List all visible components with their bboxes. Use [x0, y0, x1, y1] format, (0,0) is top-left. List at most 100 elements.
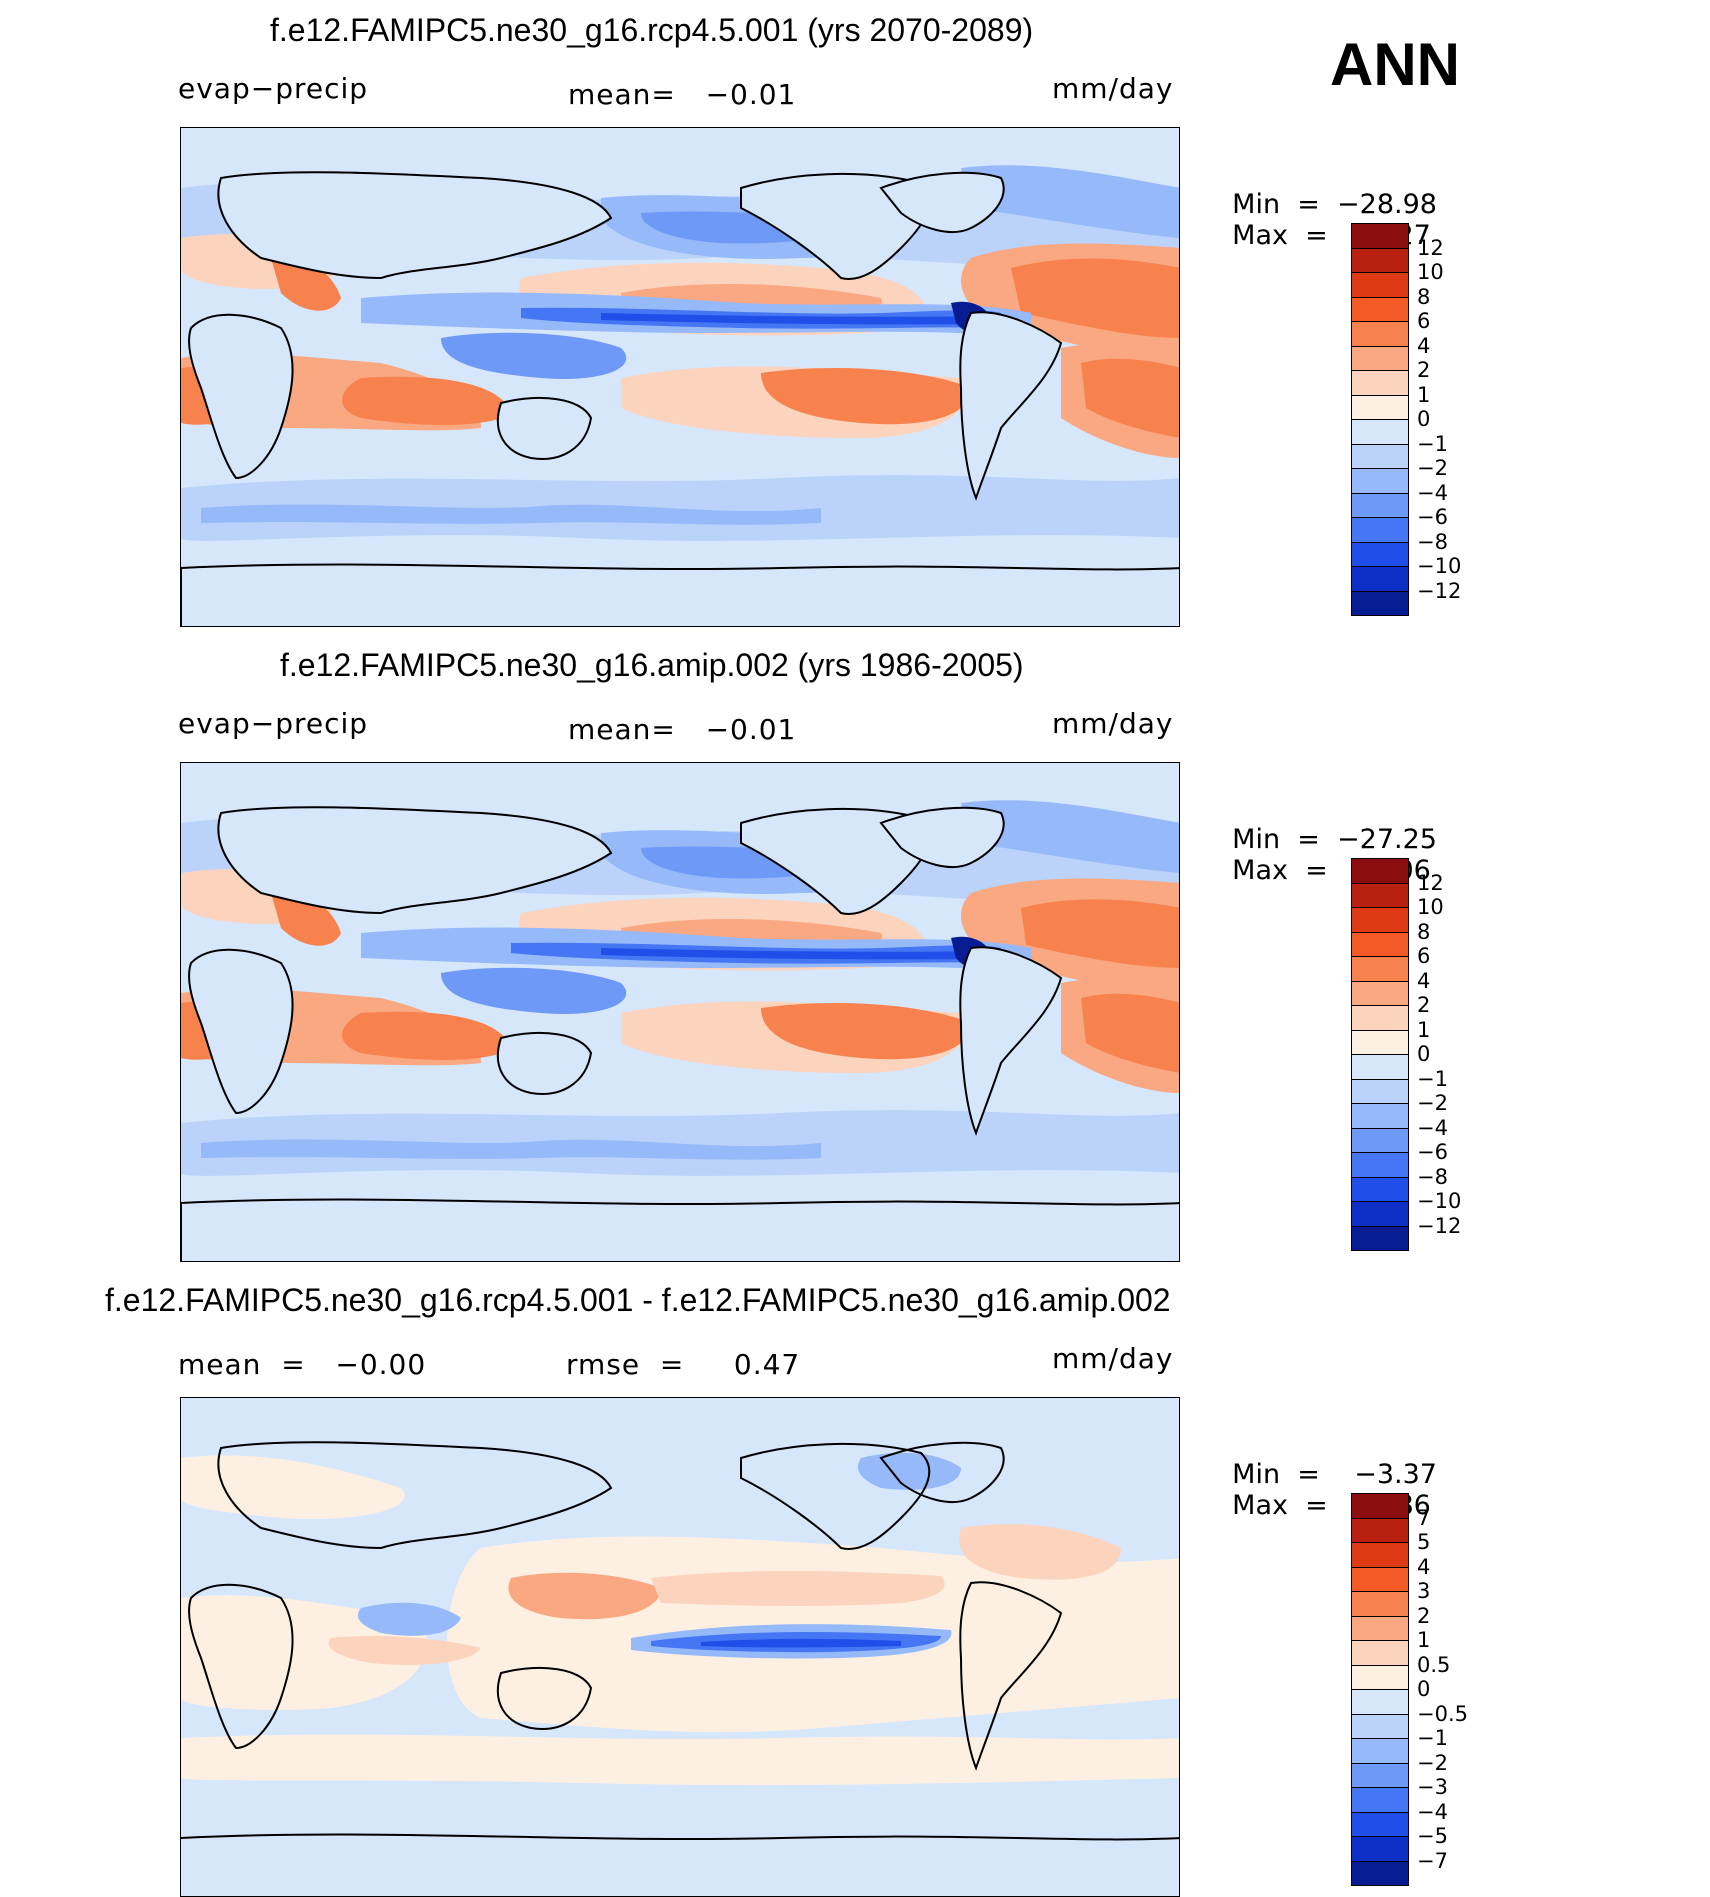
colorbar-tick-label: −10 — [1417, 554, 1462, 578]
colorbar-swatch — [1351, 1640, 1409, 1666]
colorbar-swatch — [1351, 1078, 1409, 1104]
colorbar-swatch — [1351, 1103, 1409, 1129]
colorbar-swatch — [1351, 1152, 1409, 1178]
colorbar-swatch — [1351, 541, 1409, 567]
colorbar-swatch — [1351, 907, 1409, 933]
colorbar-tick-label: −0.5 — [1417, 1701, 1468, 1726]
panel-2-map — [180, 762, 1180, 1262]
panel-3-rmse-label: rmse = 0.47 — [566, 1348, 801, 1381]
colorbar-tick-label: 6 — [1417, 309, 1431, 333]
colorbar-swatch — [1351, 1029, 1409, 1055]
colorbar-tick-label: 12 — [1417, 235, 1444, 260]
colorbar-swatch — [1351, 1787, 1409, 1813]
panel-3-map-svg — [181, 1398, 1179, 1896]
colorbar-swatch — [1351, 1591, 1409, 1617]
colorbar-tick-label: −10 — [1417, 1189, 1462, 1213]
colorbar-tick-label: 2 — [1417, 1603, 1431, 1628]
panel-1-variable-label: evap−precip — [178, 72, 369, 105]
colorbar-swatch — [1351, 492, 1409, 518]
colorbar-tick-label: −8 — [1417, 1164, 1448, 1189]
colorbar-swatch — [1351, 590, 1409, 616]
colorbar-swatch — [1351, 1176, 1409, 1202]
panel-3-min: Min = −3.37 — [1232, 1459, 1437, 1490]
colorbar-swatch — [1351, 517, 1409, 543]
colorbar-tick-label: 4 — [1417, 1554, 1431, 1579]
colorbar-tick-label: 10 — [1417, 895, 1444, 919]
colorbar-tick-label: 1 — [1417, 1017, 1431, 1042]
panel-2-units-label: mm/day — [1052, 707, 1174, 740]
panel-2-mean-label: mean= −0.01 — [568, 713, 797, 746]
panel-2-title: f.e12.FAMIPC5.ne30_g16.amip.002 (yrs 198… — [280, 647, 1024, 683]
colorbar-swatch — [1351, 1762, 1409, 1788]
colorbar-tick-label: −2 — [1417, 456, 1448, 480]
panel-1-colorbar: 12 10 8 6 4 2 1 0 −1 −2 −4 −6 −8 −10 −12 — [1351, 223, 1551, 623]
colorbar-swatch — [1351, 272, 1409, 298]
colorbar-tick-label: 5 — [1417, 1530, 1431, 1554]
colorbar-tick-label: −12 — [1417, 1213, 1462, 1238]
colorbar-swatch — [1351, 1127, 1409, 1153]
colorbar-swatch — [1351, 858, 1409, 884]
panel-1-title: f.e12.FAMIPC5.ne30_g16.rcp4.5.001 (yrs 2… — [270, 12, 1034, 48]
colorbar-tick-label: −1 — [1417, 1066, 1448, 1091]
season-label: ANN — [1330, 31, 1460, 98]
colorbar-swatch — [1351, 980, 1409, 1006]
colorbar-swatch — [1351, 1811, 1409, 1837]
colorbar-swatch — [1351, 1615, 1409, 1641]
panel-2-variable-label: evap−precip — [178, 707, 369, 740]
colorbar-swatch — [1351, 345, 1409, 371]
colorbar-swatch — [1351, 1713, 1409, 1739]
colorbar-tick-label: −5 — [1417, 1824, 1448, 1848]
colorbar-tick-label: −1 — [1417, 431, 1448, 456]
panel-3-colorbar: 7 5 4 3 2 1 0.5 0 −0.5 −1 −2 −3 −4 −5 −7 — [1351, 1493, 1551, 1893]
colorbar-swatch — [1351, 247, 1409, 273]
colorbar-tick-label: −3 — [1417, 1775, 1448, 1799]
colorbar-tick-label: −4 — [1417, 1115, 1448, 1140]
colorbar-swatch — [1351, 1860, 1409, 1886]
colorbar-swatch — [1351, 1566, 1409, 1592]
colorbar-swatch — [1351, 1664, 1409, 1690]
colorbar-swatch — [1351, 566, 1409, 592]
colorbar-tick-label: 3 — [1417, 1579, 1431, 1603]
panel-3-map — [180, 1397, 1180, 1897]
colorbar-tick-label: −12 — [1417, 578, 1462, 603]
panel-2-map-svg — [181, 763, 1179, 1261]
panel-3-title: f.e12.FAMIPC5.ne30_g16.rcp4.5.001 - f.e1… — [105, 1282, 1171, 1318]
colorbar-tick-label: 2 — [1417, 993, 1431, 1017]
colorbar-tick-label: 4 — [1417, 968, 1431, 993]
colorbar-tick-label: −4 — [1417, 1799, 1448, 1824]
colorbar-tick-label: −7 — [1417, 1848, 1448, 1873]
colorbar-swatch — [1351, 882, 1409, 908]
colorbar-tick-label: 0 — [1417, 1677, 1431, 1701]
colorbar-swatch — [1351, 931, 1409, 957]
colorbar-tick-label: 7 — [1417, 1505, 1431, 1530]
colorbar-tick-label: −6 — [1417, 1140, 1448, 1164]
colorbar-swatch — [1351, 1836, 1409, 1862]
colorbar-swatch — [1351, 468, 1409, 494]
colorbar-swatch — [1351, 1738, 1409, 1764]
colorbar-tick-label: 1 — [1417, 1628, 1431, 1652]
colorbar-tick-label: −2 — [1417, 1750, 1448, 1775]
colorbar-tick-label: 0 — [1417, 407, 1431, 431]
panel-2-min: Min = −27.25 — [1232, 824, 1437, 855]
panel-1-map — [180, 127, 1180, 627]
colorbar-swatch — [1351, 1054, 1409, 1080]
panel-3-mean-label: mean = −0.00 — [178, 1348, 427, 1381]
panel-1-mean-label: mean= −0.01 — [568, 78, 797, 111]
colorbar-tick-label: 8 — [1417, 284, 1431, 309]
colorbar-tick-label: 1 — [1417, 382, 1431, 407]
panel-3-units-label: mm/day — [1052, 1342, 1174, 1375]
colorbar-swatch — [1351, 370, 1409, 396]
colorbar-swatch — [1351, 1005, 1409, 1031]
colorbar-swatch — [1351, 1225, 1409, 1251]
colorbar-swatch — [1351, 1542, 1409, 1568]
colorbar-tick-label: 0 — [1417, 1042, 1431, 1066]
colorbar-swatch — [1351, 223, 1409, 249]
colorbar-swatch — [1351, 419, 1409, 445]
colorbar-swatch — [1351, 1517, 1409, 1543]
panel-1-map-svg — [181, 128, 1179, 626]
panel-1-min: Min = −28.98 — [1232, 189, 1437, 220]
colorbar-tick-label: 12 — [1417, 870, 1444, 895]
colorbar-tick-label: −4 — [1417, 480, 1448, 505]
colorbar-tick-label: 2 — [1417, 358, 1431, 382]
colorbar-swatch — [1351, 321, 1409, 347]
